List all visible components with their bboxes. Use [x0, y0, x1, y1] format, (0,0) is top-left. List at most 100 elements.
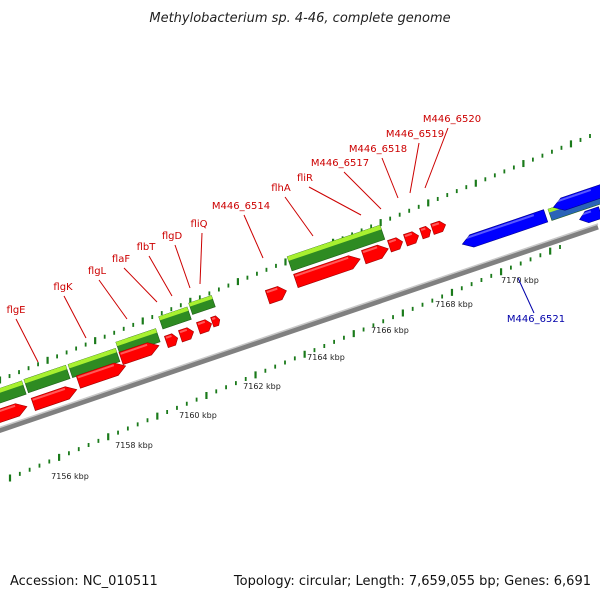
gene-arrow-shape — [361, 244, 389, 265]
tick-rings — [0, 134, 591, 482]
gene-arrow-shape — [579, 206, 600, 224]
feature-block — [0, 380, 27, 408]
gene-labels: flgE flgK flgL flaF flbT flgD fliQ M446_6514flh… — [7, 114, 565, 363]
gene-label: fliR — [297, 173, 313, 184]
feature-block-top — [188, 295, 213, 307]
gene-arrow-shape — [178, 327, 194, 343]
gene-arrow-shape — [196, 319, 212, 335]
gene-arrow-shape — [430, 220, 447, 235]
gene-track — [0, 184, 600, 426]
kbp-label: 7156 kbp — [51, 472, 89, 481]
gene-label: M446_6518 — [349, 144, 407, 155]
gene-arrow-shine — [294, 256, 349, 277]
gene-arrow-shine — [165, 335, 172, 339]
gene-arrow-shine — [197, 320, 206, 326]
kbp-label: 7160 kbp — [179, 411, 217, 420]
gene-arrow-shape — [419, 225, 432, 240]
label-leader-line — [98, 279, 128, 320]
gene-arrow-shape — [30, 386, 78, 411]
accession-text: Accession: NC_010511 — [10, 574, 158, 589]
gene-arrow — [361, 244, 389, 265]
gene-arrow-shine — [0, 404, 16, 416]
gene-arrow — [0, 403, 28, 426]
gene-label: flhA — [271, 183, 291, 194]
label-leader-line — [409, 142, 420, 194]
gene-arrow — [264, 286, 287, 305]
feature-block-top — [23, 365, 67, 384]
label-leader-line — [123, 267, 158, 303]
gene-label: flgK — [53, 282, 73, 293]
label-leader-line — [343, 171, 382, 210]
gene-arrow-shine — [420, 227, 426, 231]
kbp-label: 7164 kbp — [307, 353, 345, 362]
gene-arrow-shape — [403, 231, 419, 247]
genome-backbone — [0, 223, 599, 433]
feature-block-top — [0, 380, 24, 398]
gene-arrow-shine — [404, 232, 413, 238]
gene-arrow-shape — [75, 362, 127, 389]
feature-block — [23, 364, 71, 394]
gene-label: M446_6520 — [423, 114, 481, 125]
gene-arrow-shine — [578, 210, 592, 217]
gene-arrow — [30, 386, 78, 411]
label-leader-line — [381, 157, 399, 199]
feature-block — [67, 347, 121, 379]
gene-arrow — [164, 333, 179, 348]
gene-arrow-shape — [552, 184, 600, 211]
gene-arrow — [419, 225, 432, 240]
gene-arrow-shape — [210, 315, 221, 328]
gene-label: flbT — [137, 242, 157, 253]
gene-arrow — [178, 327, 194, 343]
feature-block-top — [68, 348, 117, 369]
backbone-highlight — [0, 223, 599, 429]
gene-label: fliQ — [191, 219, 208, 230]
gene-arrow-shine — [179, 328, 188, 334]
gene-arrow-shine — [388, 238, 397, 244]
gene-arrow-shape — [461, 209, 549, 248]
label-leader-line — [308, 186, 362, 216]
gene-arrow-shine — [362, 246, 378, 254]
gene-arrow — [403, 231, 419, 247]
feature-block-top — [115, 328, 157, 347]
label-leader-line — [243, 214, 264, 259]
gene-arrow-shape — [118, 342, 160, 365]
gene-arrow-shape — [293, 255, 361, 288]
map-title: Methylobacterium sp. 4-46, complete geno… — [149, 11, 450, 26]
label-leader-line — [517, 277, 535, 314]
kbp-label: 7158 kbp — [115, 441, 153, 450]
gene-label: flgL — [88, 266, 107, 277]
label-leader-line — [199, 232, 203, 285]
gene-arrow — [118, 342, 160, 365]
gene-arrow — [196, 319, 212, 335]
gene-label: flgE — [7, 305, 26, 316]
gene-arrow — [75, 362, 127, 389]
label-leader-line — [63, 295, 87, 339]
gene-arrow-shine — [431, 222, 440, 227]
gene-label: flaF — [112, 254, 130, 265]
feature-block — [286, 224, 386, 272]
gene-arrow — [293, 255, 361, 288]
gene-arrow-shape — [387, 237, 403, 253]
feature-block — [188, 295, 216, 315]
gene-arrow — [387, 237, 403, 253]
kbp-label: 7170 kbp — [501, 276, 539, 285]
gene-arrow-shape — [164, 333, 179, 348]
label-leader-line — [424, 127, 449, 189]
kbp-label: 7168 kbp — [435, 300, 473, 309]
gene-arrow-shine — [32, 387, 66, 401]
feature-block — [158, 306, 192, 330]
gene-arrow — [461, 209, 549, 248]
gene-arrow — [578, 206, 600, 224]
kbp-scale: 7156 kbp 7158 kbp 7160 kbp 7162 kbp 7164 kbp… — [51, 276, 539, 481]
gene-arrow-shape — [0, 403, 28, 426]
gene-label: M446_6519 — [386, 129, 444, 140]
gene-arrow-shine — [552, 188, 592, 204]
gene-arrow-shape — [264, 286, 287, 305]
backbone-line — [0, 224, 599, 433]
gene-arrow — [210, 315, 221, 328]
gene-label: flgD — [162, 231, 183, 242]
gene-arrow-shine — [461, 214, 535, 241]
kbp-label: 7166 kbp — [371, 326, 409, 335]
gene-arrow — [430, 220, 447, 235]
